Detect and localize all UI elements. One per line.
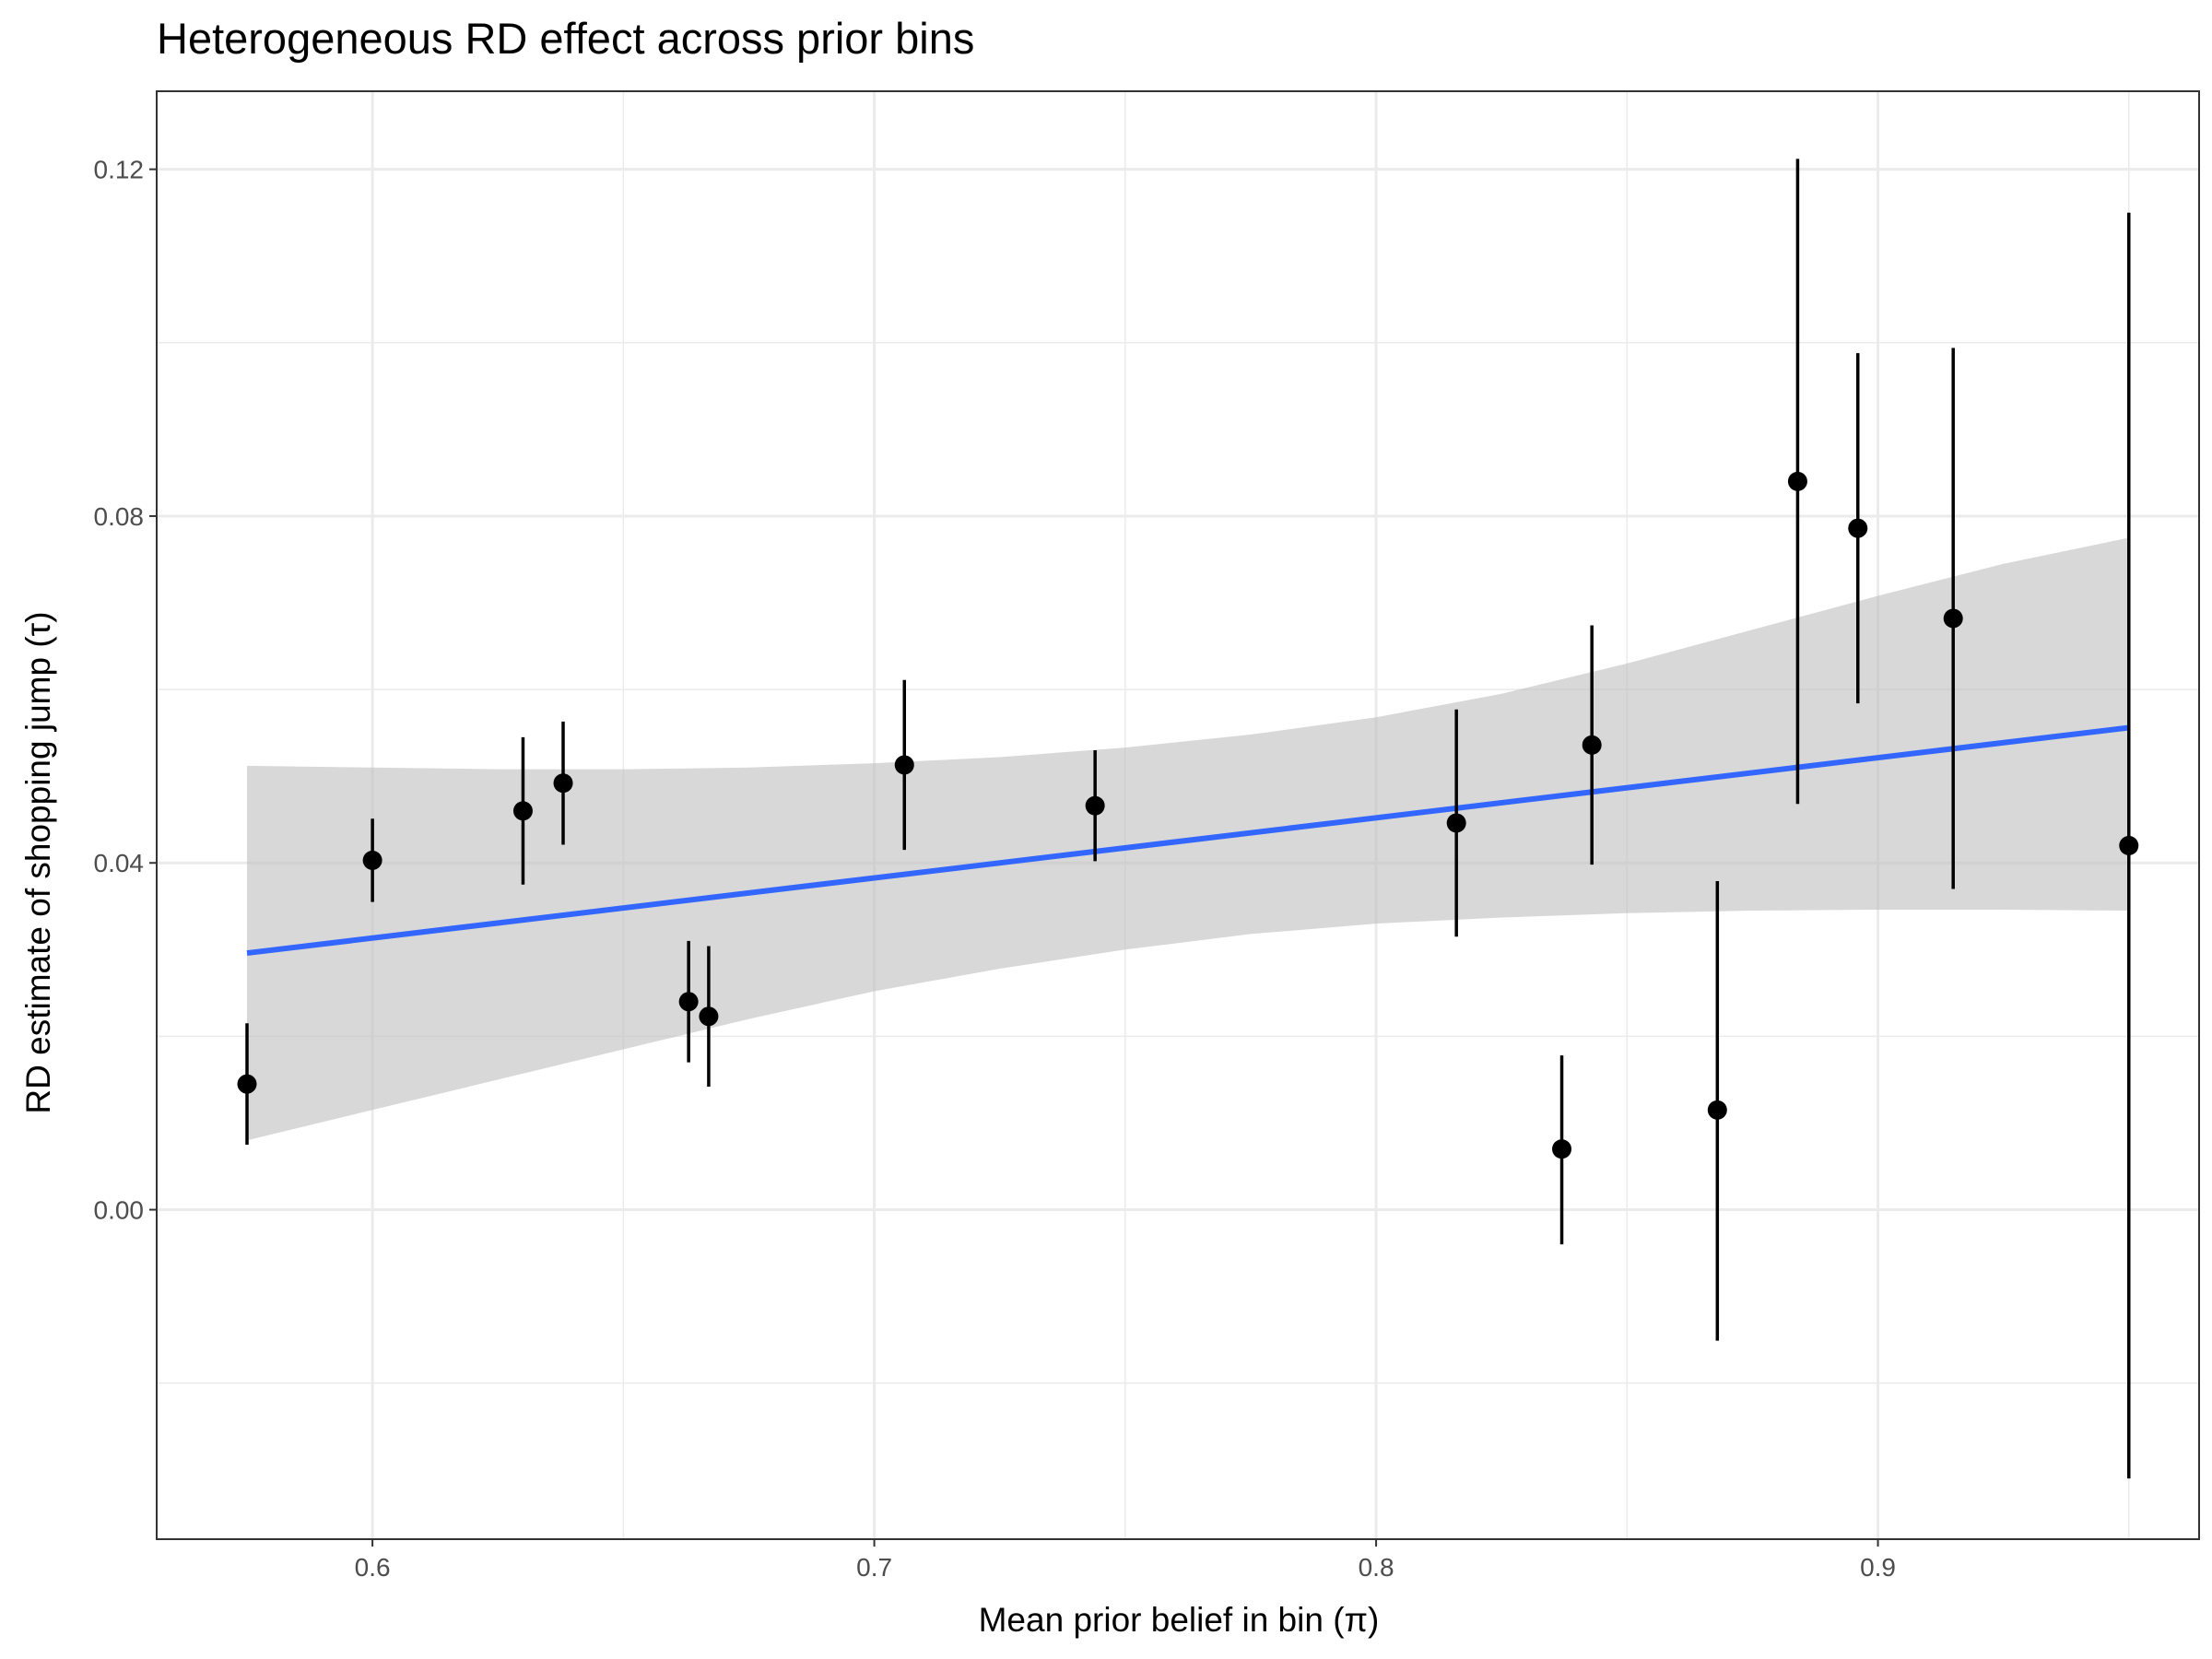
data-point (1446, 813, 1466, 833)
chart-title: Heterogeneous RD effect across prior bin… (157, 14, 974, 63)
data-point (512, 801, 533, 821)
data-point (699, 1006, 719, 1027)
point-ranges (237, 159, 2139, 1479)
y-axis-title: RD estimate of shopping jump (τ) (19, 611, 57, 1113)
data-point (1552, 1139, 1572, 1159)
y-tick-label: 0.12 (94, 156, 145, 184)
data-point (1943, 608, 1963, 629)
data-point (1848, 518, 1868, 538)
x-axis: 0.6 0.7 0.8 0.9 (355, 1539, 1896, 1582)
data-point (1707, 1100, 1727, 1120)
data-point (1582, 735, 1602, 755)
x-tick-label: 0.8 (1359, 1553, 1394, 1582)
panel-border (156, 90, 2200, 1540)
y-tick-label: 0.00 (94, 1196, 145, 1225)
data-point (237, 1074, 257, 1094)
x-axis-title: Mean prior belief in bin (π) (979, 1601, 1380, 1639)
data-point (678, 992, 699, 1012)
data-point (362, 850, 382, 870)
x-tick-label: 0.9 (1860, 1553, 1896, 1582)
plot-panel (156, 90, 2200, 1540)
data-point (894, 755, 914, 775)
y-tick-label: 0.08 (94, 502, 145, 531)
data-point (1085, 795, 1105, 816)
data-point (1787, 471, 1807, 491)
fit-line (246, 724, 2130, 957)
y-axis: 0.00 0.04 0.08 0.12 (94, 156, 157, 1225)
x-tick-label: 0.7 (856, 1553, 892, 1582)
data-point (2119, 835, 2139, 855)
data-point (553, 773, 573, 794)
x-tick-label: 0.6 (355, 1553, 391, 1582)
y-tick-label: 0.04 (94, 849, 145, 877)
